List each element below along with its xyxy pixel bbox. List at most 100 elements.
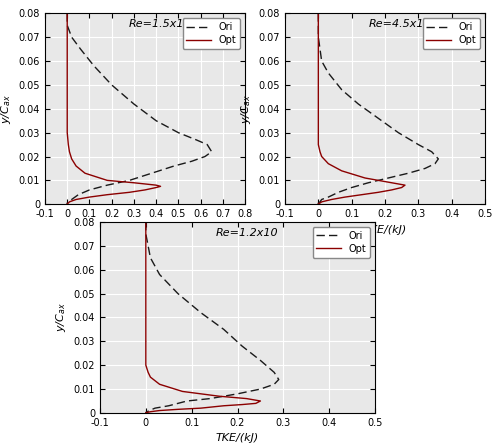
Ori — [76, 192, 82, 197]
Ori — [376, 116, 382, 121]
Opt — [153, 185, 159, 190]
Ori — [432, 161, 438, 166]
Opt — [68, 156, 74, 162]
Ori — [104, 182, 110, 188]
Opt — [362, 175, 368, 181]
Ori — [326, 194, 332, 200]
Opt — [216, 393, 222, 399]
Opt — [244, 396, 250, 401]
Opt — [104, 192, 110, 197]
Ori — [143, 231, 149, 237]
Ori — [316, 35, 322, 40]
Opt — [175, 407, 181, 412]
Opt — [376, 190, 382, 195]
Ori — [271, 370, 277, 375]
Opt — [143, 410, 149, 416]
Opt — [316, 202, 322, 207]
Ori — [171, 163, 177, 169]
Legend: Ori, Opt: Ori, Opt — [422, 18, 480, 49]
Opt — [342, 194, 348, 200]
Opt — [198, 405, 204, 411]
Y-axis label: y/C$_{ax}$: y/C$_{ax}$ — [0, 94, 13, 124]
Opt — [82, 170, 88, 176]
Ori — [428, 149, 434, 155]
Text: 6: 6 — [318, 228, 324, 238]
Opt — [328, 197, 334, 202]
Ori — [78, 47, 84, 52]
Ori — [68, 197, 74, 202]
Text: 5: 5 — [203, 19, 209, 29]
Ori — [86, 187, 92, 193]
Ori — [318, 59, 324, 64]
Ori — [152, 405, 158, 411]
Opt — [239, 402, 245, 407]
Opt — [156, 382, 162, 387]
Ori — [131, 101, 137, 107]
Line: Opt: Opt — [318, 13, 405, 204]
Opt — [64, 202, 70, 207]
Opt — [131, 180, 137, 186]
Opt — [145, 370, 151, 375]
Opt — [317, 200, 323, 206]
Ori — [416, 142, 422, 147]
Ori — [146, 408, 152, 413]
Ori — [258, 358, 264, 363]
Opt — [153, 182, 159, 188]
Opt — [64, 130, 70, 135]
Ori — [143, 410, 149, 416]
Opt — [66, 142, 71, 147]
Ori — [188, 159, 194, 164]
Opt — [402, 182, 408, 188]
Ori — [156, 272, 162, 277]
Ori — [143, 219, 149, 225]
Opt — [316, 201, 322, 206]
Text: Re=1.5x10: Re=1.5x10 — [129, 19, 192, 29]
Ori — [64, 23, 70, 28]
Ori — [234, 391, 240, 396]
Opt — [143, 219, 149, 225]
Opt — [86, 194, 92, 200]
Line: Ori: Ori — [146, 222, 279, 413]
Ori — [406, 170, 411, 176]
Ori — [348, 185, 354, 190]
Ori — [64, 11, 70, 16]
Ori — [396, 130, 402, 135]
Ori — [207, 396, 213, 401]
Opt — [253, 400, 259, 406]
Ori — [317, 199, 323, 205]
Ori — [208, 149, 214, 155]
Ori — [175, 291, 181, 296]
Legend: Ori, Opt: Ori, Opt — [312, 227, 370, 258]
Opt — [143, 410, 149, 415]
Line: Ori: Ori — [67, 13, 212, 204]
Opt — [398, 185, 404, 190]
Ori — [126, 178, 132, 183]
Text: Re=4.5x10: Re=4.5x10 — [369, 19, 432, 29]
Ori — [356, 101, 362, 107]
Legend: Ori, Opt: Ori, Opt — [182, 18, 240, 49]
Opt — [258, 398, 264, 404]
Ori — [316, 11, 322, 16]
Ori — [366, 180, 372, 186]
Opt — [73, 197, 79, 202]
Ori — [153, 118, 159, 123]
Ori — [386, 175, 392, 181]
Ori — [108, 82, 114, 87]
Line: Opt: Opt — [146, 222, 260, 413]
Ori — [316, 202, 322, 207]
Opt — [73, 163, 79, 169]
Opt — [158, 184, 164, 189]
Ori — [336, 190, 342, 195]
Ori — [176, 130, 182, 135]
Opt — [148, 374, 154, 380]
Opt — [142, 187, 148, 193]
Ori — [258, 386, 264, 392]
Opt — [318, 199, 324, 205]
Ori — [166, 403, 172, 408]
Opt — [316, 11, 322, 16]
Opt — [66, 149, 72, 155]
Ori — [326, 70, 332, 75]
Ori — [202, 154, 208, 159]
Opt — [388, 180, 394, 186]
Ori — [64, 202, 70, 207]
